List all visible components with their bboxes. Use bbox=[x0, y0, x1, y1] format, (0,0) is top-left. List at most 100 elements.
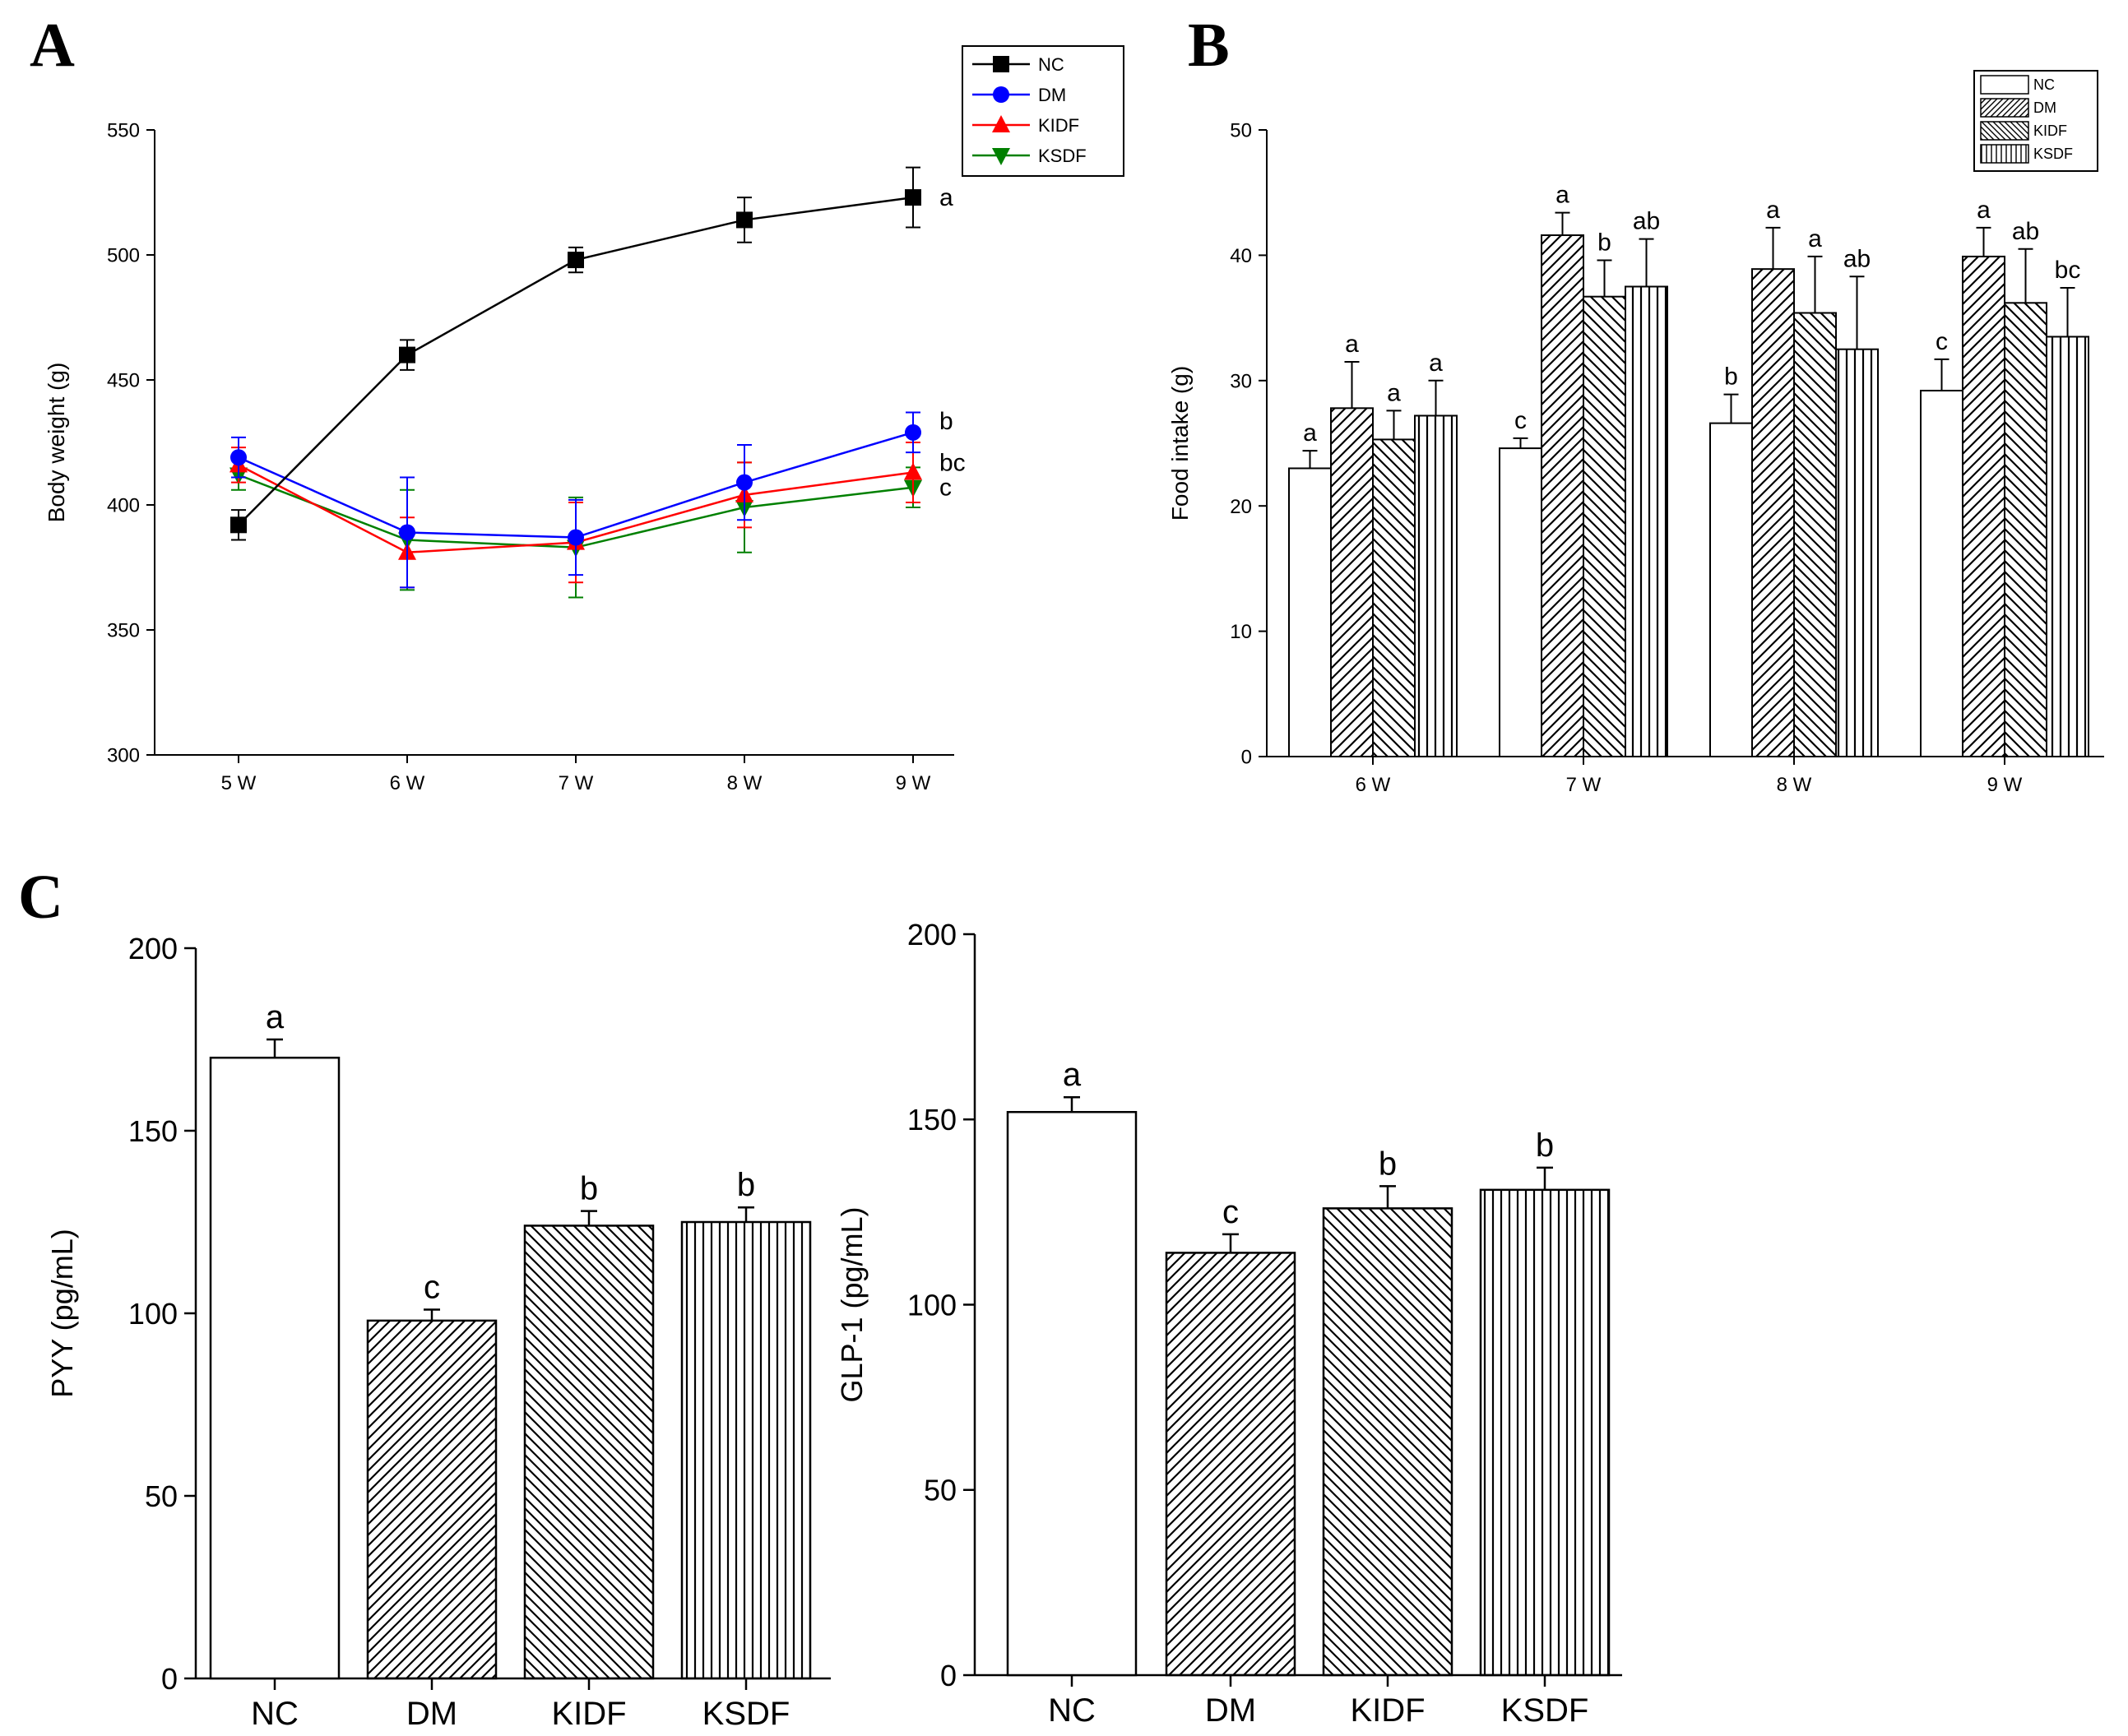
y-tick-label: 10 bbox=[1230, 621, 1252, 643]
ksdf-bar bbox=[1479, 1188, 1611, 1677]
dm-bar bbox=[1330, 407, 1374, 757]
y-tick-label: 350 bbox=[107, 620, 140, 642]
ksdf-bar bbox=[680, 1220, 812, 1680]
y-tick-label: 0 bbox=[940, 1659, 957, 1692]
significance-letter: c bbox=[424, 1270, 440, 1306]
y-tick-label: 0 bbox=[161, 1662, 178, 1696]
kidf-bar bbox=[1372, 438, 1416, 757]
kidf-bar bbox=[1322, 1207, 1453, 1677]
y-axis-label: Food intake (g) bbox=[1167, 366, 1193, 521]
kidf-bar bbox=[523, 1224, 655, 1680]
y-axis-label: GLP-1 (pg/mL) bbox=[835, 1206, 869, 1402]
nc-series-line bbox=[238, 196, 914, 526]
x-tick-label: 8 W bbox=[727, 772, 763, 794]
significance-letter: c bbox=[1222, 1194, 1239, 1230]
dm-point bbox=[568, 529, 584, 546]
x-tick-label: KSDF bbox=[702, 1696, 790, 1732]
y-axis-label: Body weight (g) bbox=[44, 363, 69, 523]
x-tick-label: DM bbox=[1205, 1692, 1256, 1729]
nc-bar bbox=[1499, 447, 1542, 757]
significance-letter: b bbox=[1597, 229, 1611, 256]
significance-letter: b bbox=[1379, 1146, 1397, 1182]
panel-label-a: A bbox=[30, 11, 75, 80]
legend-label: KIDF bbox=[2033, 123, 2067, 139]
dm-point bbox=[736, 474, 753, 491]
legend-box bbox=[962, 45, 1124, 177]
legend-swatch bbox=[1980, 75, 2029, 95]
nc-bar bbox=[1006, 1110, 1138, 1677]
dm-point bbox=[399, 524, 415, 541]
y-tick-label: 200 bbox=[128, 932, 178, 965]
legend-marker bbox=[993, 86, 1009, 103]
y-axis-label: PYY (pg/mL) bbox=[45, 1229, 79, 1397]
ksdf-bar bbox=[1835, 348, 1879, 757]
chart-c-glp1: 0 50 100 150 200 GLP-1 (pg/mL) a NC c DM b KIDF b KSD… bbox=[835, 918, 1622, 1729]
legend-swatch bbox=[1980, 121, 2029, 141]
nc-bar bbox=[1920, 389, 1963, 757]
y-tick-label: 200 bbox=[907, 918, 957, 951]
kidf-bar bbox=[1583, 295, 1626, 757]
significance-letter: c bbox=[1936, 328, 1948, 355]
ksdf-bar bbox=[1625, 285, 1668, 757]
significance-letter: b bbox=[737, 1167, 755, 1203]
y-tick-label: 40 bbox=[1230, 245, 1252, 267]
significance-letter: a bbox=[1429, 350, 1443, 377]
panel-label-b: B bbox=[1188, 11, 1230, 80]
significance-letter: a bbox=[1387, 379, 1401, 406]
kidf-bar bbox=[2004, 302, 2047, 757]
x-tick-label: 9 W bbox=[896, 772, 931, 794]
significance-letter: a bbox=[1977, 197, 1991, 224]
x-tick-label: KIDF bbox=[1350, 1692, 1425, 1729]
dm-point bbox=[230, 449, 247, 466]
y-tick-label: 50 bbox=[1230, 120, 1252, 142]
dm-point bbox=[905, 424, 921, 441]
legend-swatch bbox=[1980, 98, 2029, 118]
significance-letter: a bbox=[266, 999, 285, 1035]
dm-bar bbox=[366, 1319, 498, 1680]
y-tick-label: 150 bbox=[907, 1103, 957, 1137]
significance-letter: c bbox=[939, 475, 952, 502]
y-tick-label: 20 bbox=[1230, 496, 1252, 518]
significance-letter: bc bbox=[2055, 257, 2081, 284]
x-tick-label: 9 W bbox=[1987, 774, 2023, 796]
significance-letter: a bbox=[1808, 225, 1822, 252]
y-tick-label: 500 bbox=[107, 245, 140, 267]
y-tick-label: 300 bbox=[107, 745, 140, 767]
significance-letter: ab bbox=[1843, 245, 1871, 272]
y-tick-label: 50 bbox=[145, 1479, 178, 1513]
legend-marker bbox=[992, 148, 1010, 165]
x-tick-label: KIDF bbox=[551, 1696, 626, 1732]
chart-c-pyy: 0 50 100 150 200 PYY (pg/mL) a NC c DM b KIDF b KSDF bbox=[45, 932, 831, 1732]
legend-label: NC bbox=[1038, 54, 1064, 75]
nc-point bbox=[905, 189, 921, 206]
x-tick-label: NC bbox=[251, 1696, 299, 1732]
significance-letter: b bbox=[580, 1171, 598, 1207]
y-tick-label: 0 bbox=[1241, 747, 1252, 769]
ksdf-bar bbox=[1414, 414, 1458, 757]
x-tick-label: 7 W bbox=[1566, 774, 1602, 796]
kidf-point bbox=[904, 462, 922, 480]
legend-label: DM bbox=[1038, 85, 1066, 105]
significance-letter: b bbox=[939, 408, 953, 435]
significance-letter: a bbox=[1345, 331, 1359, 358]
significance-letter: c bbox=[1514, 407, 1527, 434]
nc-point bbox=[568, 252, 584, 269]
significance-letter: a bbox=[939, 184, 953, 211]
y-tick-label: 150 bbox=[128, 1114, 178, 1148]
x-tick-label: DM bbox=[406, 1696, 457, 1732]
ksdf-bar bbox=[2046, 336, 2089, 757]
nc-bar bbox=[1709, 422, 1753, 758]
significance-letter: b bbox=[1724, 363, 1738, 391]
legend-swatch bbox=[1980, 144, 2029, 164]
dm-bar bbox=[1751, 268, 1795, 757]
significance-letter: b bbox=[1536, 1127, 1554, 1164]
y-tick-label: 100 bbox=[907, 1288, 957, 1322]
dm-bar bbox=[1165, 1252, 1296, 1677]
legend-label: KIDF bbox=[1038, 115, 1079, 136]
nc-bar bbox=[1288, 467, 1332, 757]
legend-label: DM bbox=[2033, 100, 2056, 116]
significance-letter: ab bbox=[2012, 218, 2039, 245]
nc-point bbox=[399, 346, 415, 363]
significance-letter: a bbox=[1766, 197, 1780, 224]
